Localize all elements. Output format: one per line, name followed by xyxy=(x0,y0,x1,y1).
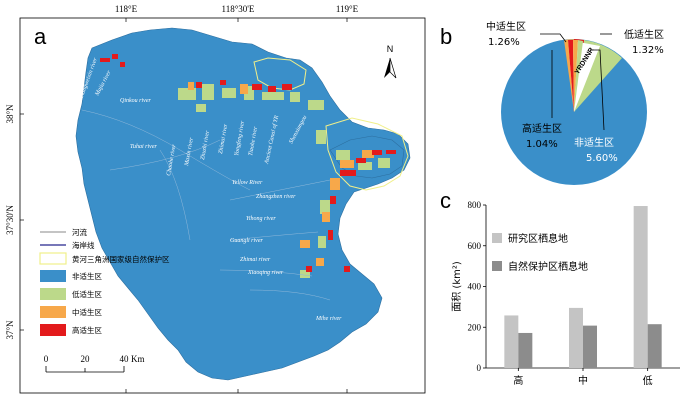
river-label: Tiaohe river xyxy=(248,126,259,157)
river-label: Guangli river xyxy=(230,238,263,244)
river-label: Maxin river xyxy=(184,137,195,168)
river-label: Yellow River xyxy=(232,180,263,186)
y-tick-label: 400 xyxy=(468,282,482,292)
y-tick-label: 200 xyxy=(468,322,482,332)
pie-label-mid-value: 1.26% xyxy=(488,37,520,48)
pie-panel: b YRDNNR 中适生区 1.26% 低适生区 1.32% 高适生区 1.04… xyxy=(440,20,664,185)
map-legend: 河流 海岸线 黄河三角洲国家级自然保护区 非适生区 低适生区 中适生区 高适生区 xyxy=(39,227,170,336)
river-label: Zhimai river xyxy=(240,257,271,263)
pie-label-high-name: 高适生区 xyxy=(522,122,562,135)
bar-reserve xyxy=(583,325,597,368)
lat-label: 37°N xyxy=(5,320,15,340)
legend-label: 海岸线 xyxy=(72,240,95,250)
river-lines xyxy=(81,109,331,301)
map-panel: 118°E 118°30'E 119°E 38°N 37°30'N 37°N xyxy=(5,4,426,394)
legend-label: 非适生区 xyxy=(72,271,102,281)
lon-label: 118°30'E xyxy=(222,4,255,14)
legend-swatch xyxy=(492,233,502,243)
low-suitability-patches xyxy=(178,84,390,278)
reserve-outline-east xyxy=(325,117,409,191)
legend-label: 黄河三角洲国家级自然保护区 xyxy=(72,254,170,264)
high-suitability-patches xyxy=(100,54,396,272)
pie-subslice-high xyxy=(568,40,574,112)
pie-label-non-name: 非适生区 xyxy=(574,136,614,149)
pie-label-high-value: 1.04% xyxy=(526,139,558,150)
study-area-land xyxy=(75,27,411,381)
reserve-outline-north xyxy=(253,57,307,91)
river-label: Xiaoqing river xyxy=(247,270,284,276)
bar-study-area xyxy=(569,307,583,368)
legend-label: 河流 xyxy=(72,227,87,237)
north-label: N xyxy=(387,44,394,54)
y-tick-label: 0 xyxy=(477,363,482,373)
river-label: Zhimai river xyxy=(218,123,229,154)
panel-label-c: c xyxy=(440,188,451,213)
lat-label: 38°N xyxy=(5,104,15,124)
y-axis-label: 面积 (km²) xyxy=(451,261,463,312)
panel-label-b: b xyxy=(440,24,452,49)
pie-subslice-mid xyxy=(573,40,578,112)
legend-label: 低适生区 xyxy=(72,289,102,299)
pie-subslice-low xyxy=(574,40,583,112)
scale-tick: 0 xyxy=(44,354,49,364)
lon-label: 119°E xyxy=(336,4,359,14)
legend-swatch xyxy=(492,261,502,271)
scale-tick: 20 xyxy=(81,354,91,364)
bar-study-area xyxy=(504,315,519,368)
river-label: Yihong river xyxy=(246,216,276,222)
river-label: Zhangzhen river xyxy=(256,194,296,200)
pie-label-low-name: 低适生区 xyxy=(624,28,664,41)
bar-reserve xyxy=(518,332,533,368)
north-arrow-icon: N xyxy=(384,44,397,79)
river-label: Zhuzhi river xyxy=(200,130,211,161)
y-tick-label: 800 xyxy=(468,200,482,210)
bar-reserve xyxy=(647,324,662,368)
lat-ticks xyxy=(20,113,24,331)
river-label: Chaohe river xyxy=(166,143,178,176)
x-tick-label: 高 xyxy=(513,374,523,387)
x-tick-label: 低 xyxy=(643,374,653,387)
river-label: Mihe river xyxy=(315,316,342,322)
lon-label: 118°E xyxy=(115,4,138,14)
river-label: Qinkou river xyxy=(120,98,151,104)
scale-tick: 40 xyxy=(120,354,130,364)
mid-suitability-patches xyxy=(188,82,374,266)
panel-label-a: a xyxy=(34,24,47,49)
pie-label-non-value: 5.60% xyxy=(586,153,618,164)
lat-label: 37°30'N xyxy=(5,205,15,235)
pie-label-mid-name: 中适生区 xyxy=(486,20,526,33)
scale-unit: Km xyxy=(131,354,145,364)
y-tick-label: 600 xyxy=(468,241,482,251)
legend-label: 中适生区 xyxy=(72,307,102,317)
x-tick-label: 中 xyxy=(578,374,588,387)
pie-leader-lines xyxy=(540,33,612,131)
legend-label: 研究区栖息地 xyxy=(508,232,568,245)
legend-label: 高适生区 xyxy=(72,325,102,335)
legend-label: 自然保护区栖息地 xyxy=(508,260,588,273)
lon-ticks xyxy=(125,18,348,393)
pie-label-low-value: 1.32% xyxy=(632,45,664,56)
bar-study-area xyxy=(633,206,648,368)
river-label: Tuhai river xyxy=(130,144,158,150)
scale-bar: 0 20 40 Km xyxy=(44,354,145,373)
